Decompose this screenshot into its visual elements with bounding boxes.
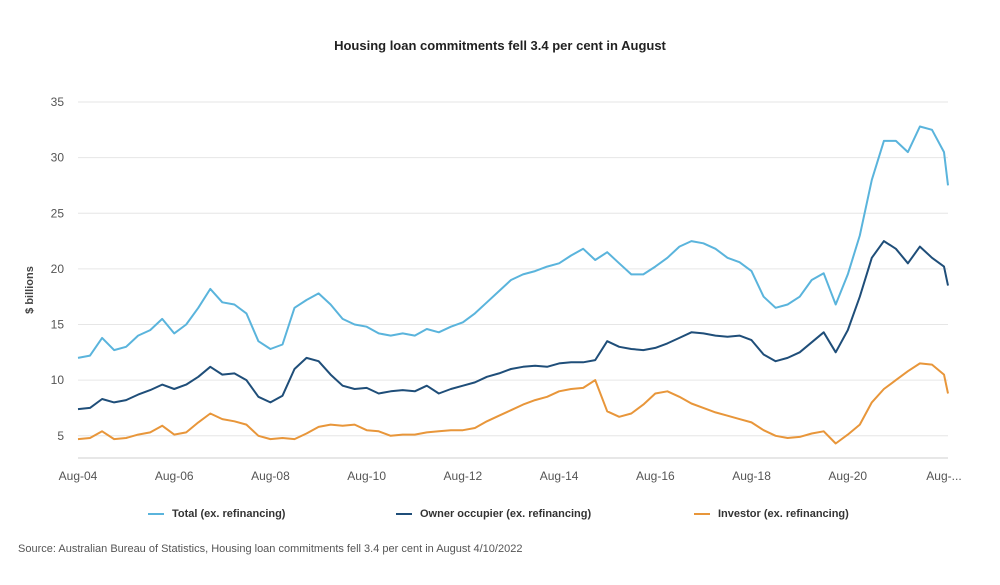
x-tick-label: Aug-16 xyxy=(636,469,675,483)
y-tick-label: 25 xyxy=(51,206,65,220)
y-tick-label: 20 xyxy=(51,262,65,276)
series-line-0 xyxy=(77,125,949,359)
legend-swatch-total xyxy=(148,513,164,515)
x-tick-label: Aug-08 xyxy=(251,469,290,483)
y-axis-ticks: 5 10 15 20 25 30 35 xyxy=(51,95,65,443)
x-axis-ticks: Aug-04 Aug-06 Aug-08 Aug-10 Aug-12 Aug-14 Aug-… xyxy=(59,469,962,483)
legend-label-investor: Investor (ex. refinancing) xyxy=(718,508,849,520)
y-tick-label: 30 xyxy=(51,151,65,165)
chart-title: Housing loan commitments fell 3.4 per ce… xyxy=(334,38,666,53)
x-tick-label: Aug-18 xyxy=(732,469,771,483)
y-tick-label: 35 xyxy=(51,95,65,109)
y-tick-label: 10 xyxy=(51,373,65,387)
series-line-1 xyxy=(77,240,949,411)
source-note: Source: Australian Bureau of Statistics,… xyxy=(18,543,523,555)
x-tick-label: Aug-14 xyxy=(540,469,579,483)
x-tick-label: Aug-... xyxy=(926,469,961,483)
x-tick-label: Aug-04 xyxy=(59,469,98,483)
gridlines xyxy=(78,101,948,437)
legend-swatch-owner-occupier xyxy=(396,513,412,515)
series-lines xyxy=(77,125,949,445)
x-tick-label: Aug-12 xyxy=(444,469,483,483)
y-axis-label: $ billions xyxy=(24,266,36,314)
legend: Total (ex. refinancing) Owner occupier (… xyxy=(0,508,1000,528)
legend-item-total: Total (ex. refinancing) xyxy=(148,508,285,520)
legend-label-owner-occupier: Owner occupier (ex. refinancing) xyxy=(420,508,592,520)
y-tick-label: 15 xyxy=(51,318,65,332)
series-line-2 xyxy=(77,362,949,445)
legend-label-total: Total (ex. refinancing) xyxy=(172,508,286,520)
x-tick-label: Aug-10 xyxy=(347,469,386,483)
legend-swatch-investor xyxy=(694,513,710,515)
legend-item-owner-occupier: Owner occupier (ex. refinancing) xyxy=(396,508,591,520)
x-tick-label: Aug-20 xyxy=(828,469,867,483)
legend-item-investor: Investor (ex. refinancing) xyxy=(694,508,849,520)
y-tick-label: 5 xyxy=(57,429,64,443)
x-tick-label: Aug-06 xyxy=(155,469,194,483)
